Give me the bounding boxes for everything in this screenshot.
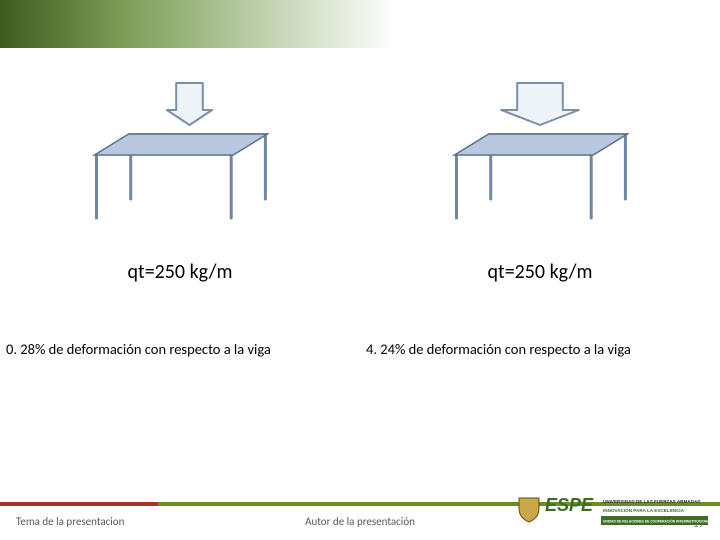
footer-left-text: Tema de la presentacion	[16, 515, 124, 528]
svg-text:INNOVACIÓN PARA LA EXCELENCIA: INNOVACIÓN PARA LA EXCELENCIA	[603, 506, 685, 513]
content-area: qt=250 kg/m 0. 28% de deformación con re…	[0, 60, 720, 480]
top-gradient-svg	[0, 0, 720, 48]
slide: qt=250 kg/m 0. 28% de deformación con re…	[0, 0, 720, 540]
diagram-left	[85, 80, 275, 235]
table-load-svg	[445, 80, 635, 230]
top-gradient-band	[0, 0, 720, 48]
diagram-right	[445, 80, 635, 235]
footer-center-text: Autor de la presentación	[305, 515, 415, 528]
caption-left: qt=250 kg/m	[0, 260, 360, 284]
caption-right: qt=250 kg/m	[360, 260, 720, 284]
svg-text:ESPE: ESPE	[545, 495, 594, 515]
description-right: 4. 24% de deformación con respecto a la …	[360, 340, 720, 358]
footer: Tema de la presentacion Autor de la pres…	[0, 500, 720, 540]
svg-text:UNIDAD DE RELACIONES DE COOPER: UNIDAD DE RELACIONES DE COOPERACIÓN INTE…	[603, 519, 710, 524]
footer-logo: ESPE UNIVERSIDAD DE LAS FUERZAS ARMADAS IN…	[515, 494, 710, 534]
table-load-svg	[85, 80, 275, 230]
svg-text:UNIVERSIDAD DE LAS FUERZAS ARM: UNIVERSIDAD DE LAS FUERZAS ARMADAS	[603, 499, 700, 504]
espe-logo-svg: ESPE UNIVERSIDAD DE LAS FUERZAS ARMADAS IN…	[515, 494, 710, 534]
description-left: 0. 28% de deformación con respecto a la …	[0, 340, 360, 358]
